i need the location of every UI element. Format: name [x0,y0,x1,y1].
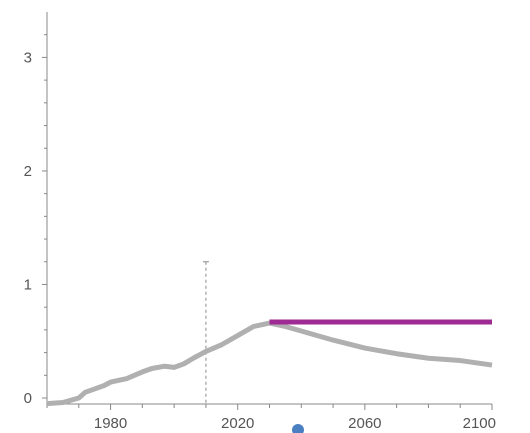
year-marker [202,261,209,405]
series-layer [46,319,493,407]
series-line-0 [46,320,493,407]
x-tick-label: 1980 [94,415,127,432]
y-tick-label: 2 [24,163,32,180]
y-tick-label: 0 [24,390,32,407]
x-tick-label: 2100 [463,415,496,432]
x-axis: 1980 2020 2060 2100 [46,403,496,432]
y-tick-label: 3 [24,49,32,66]
scrubber-handle[interactable] [292,424,304,433]
x-tick-label: 2020 [221,415,254,432]
y-axis: 0 1 2 3 [24,12,48,407]
x-tick-label: 2060 [348,415,381,432]
y-tick-label: 1 [24,276,32,293]
